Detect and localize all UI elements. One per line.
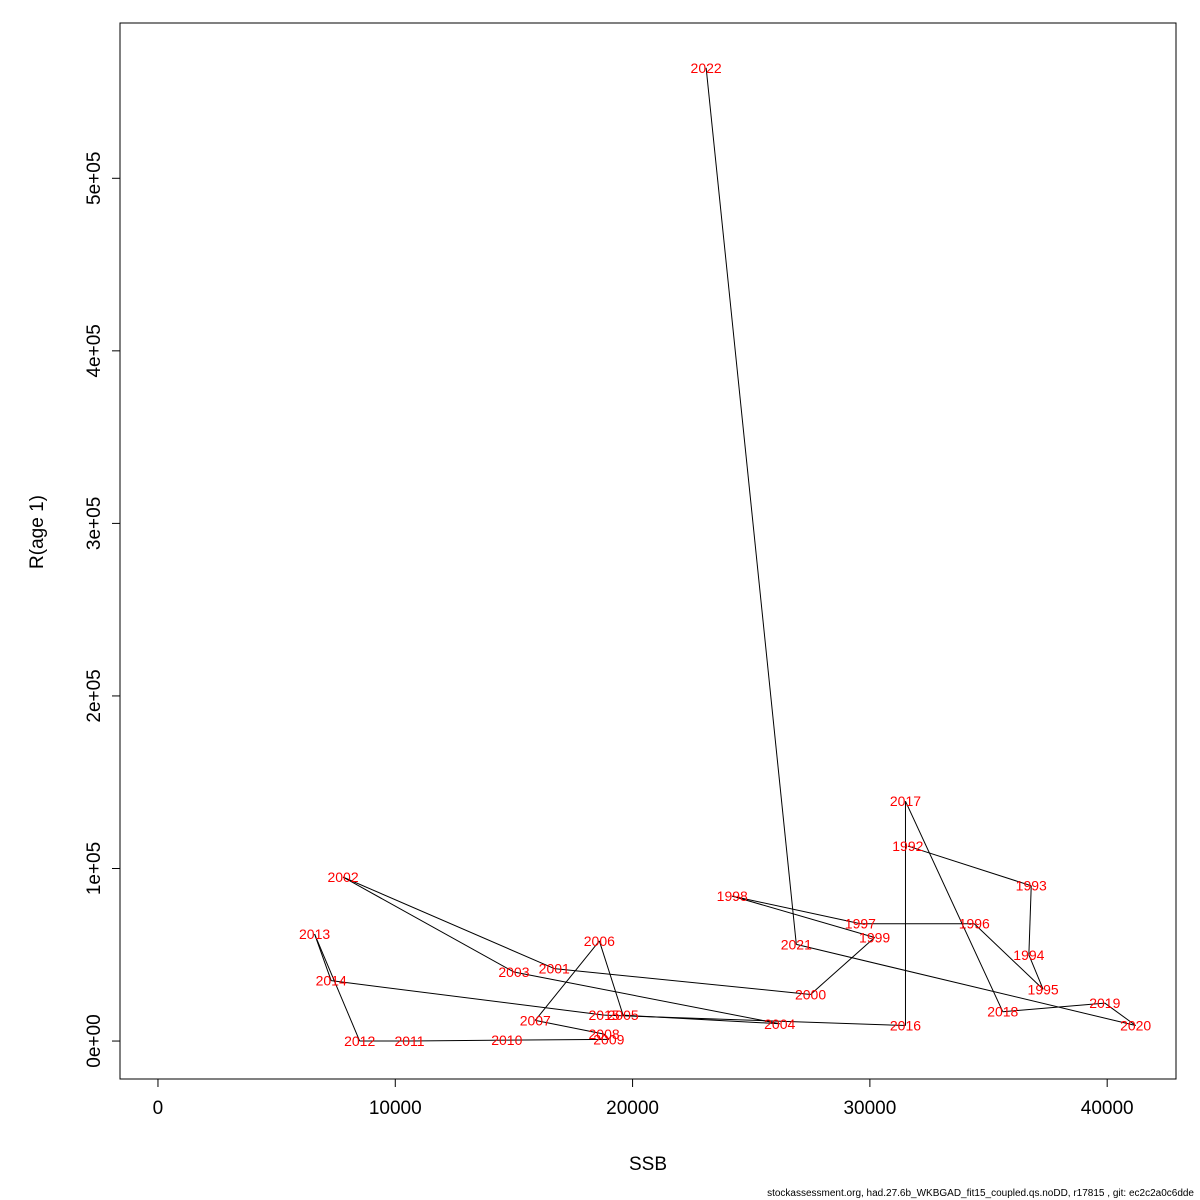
year-label: 2006: [584, 933, 615, 949]
x-tick-label: 10000: [369, 1098, 422, 1119]
series-segment: [1104, 1002, 1136, 1026]
year-label: 1992: [892, 838, 923, 854]
year-label: 1996: [959, 916, 990, 932]
year-label: 2015: [589, 1007, 620, 1023]
y-tick-label: 1e+05: [84, 842, 105, 895]
x-tick-label: 30000: [843, 1098, 896, 1119]
series-segment: [905, 800, 1004, 1012]
x-tick-label: 0: [153, 1098, 164, 1119]
series-segment: [1028, 954, 1044, 990]
series-segment: [314, 933, 361, 1042]
year-label: 2016: [890, 1018, 921, 1034]
series-segment: [732, 895, 861, 925]
x-tick-label: 20000: [606, 1098, 659, 1119]
series-segment: [342, 876, 555, 970]
year-label: 1994: [1013, 947, 1044, 963]
year-label: 2002: [327, 869, 358, 885]
series-segment: [506, 1038, 609, 1041]
series-segment: [554, 968, 811, 995]
y-tick-label: 5e+05: [84, 152, 105, 205]
series-line-group: [314, 67, 1136, 1042]
series-segment: [409, 1039, 507, 1042]
year-label: 2008: [589, 1026, 620, 1042]
series-segment: [705, 67, 797, 945]
year-label: 2005: [608, 1007, 639, 1023]
series-segment: [331, 980, 605, 1016]
year-labels-group: 1992 1993 1994 1995 1996 1997 1998 1999 2000 2001…: [299, 60, 1151, 1049]
year-label: 2010: [491, 1032, 522, 1048]
year-label: 2011: [394, 1033, 424, 1049]
year-label: 2017: [890, 793, 921, 809]
series-segment: [732, 895, 875, 938]
y-tick-label: 4e+05: [84, 324, 105, 377]
year-label: 2012: [344, 1033, 375, 1049]
year-label: 2022: [691, 60, 722, 76]
y-tick-label: 2e+05: [84, 669, 105, 722]
series-segment: [534, 940, 600, 1021]
x-axis-label: SSB: [629, 1154, 667, 1175]
series-segment: [604, 1014, 906, 1027]
series-segment: [598, 940, 624, 1016]
series-segment: [907, 845, 1032, 887]
year-label: 2019: [1089, 995, 1120, 1011]
series-segment: [973, 923, 1044, 990]
series-segment: [314, 933, 332, 981]
series-segment: [1002, 1002, 1105, 1013]
series-segment: [1028, 885, 1032, 955]
year-label: 2004: [764, 1016, 795, 1032]
x-axis: 0 10000 20000 30000 40000: [153, 1078, 1134, 1119]
year-label: 2007: [520, 1012, 551, 1028]
year-label: 2000: [795, 986, 826, 1002]
year-label: 2021: [781, 936, 812, 952]
year-label: 2013: [299, 926, 330, 942]
y-axis: 0e+00 1e+05 2e+05 3e+05 4e+05 5e+05: [84, 152, 121, 1068]
year-label: 2001: [539, 961, 570, 977]
y-axis-label: R(age 1): [27, 495, 48, 569]
year-label: 1997: [845, 916, 876, 932]
year-label: 2018: [987, 1004, 1018, 1020]
year-label: 1999: [859, 930, 890, 946]
series-segment: [796, 943, 1136, 1026]
footer-text: stockassessment.org, had.27.6b_WKBGAD_fi…: [767, 1188, 1194, 1199]
series-segment: [513, 971, 780, 1025]
series-segment: [342, 876, 515, 973]
year-label: 2009: [593, 1031, 624, 1047]
y-tick-label: 3e+05: [84, 497, 105, 550]
y-tick-label: 0e+00: [84, 1014, 105, 1067]
series-segment: [810, 937, 875, 995]
year-label: 2003: [498, 964, 529, 980]
year-label: 2014: [316, 973, 347, 989]
year-label: 1998: [717, 888, 748, 904]
series-segment: [535, 1019, 605, 1035]
plot-frame: [119, 22, 1177, 1080]
year-label: 2020: [1120, 1018, 1151, 1034]
year-label: 1995: [1028, 981, 1059, 997]
year-label: 1993: [1016, 878, 1047, 894]
series-segment: [603, 1033, 610, 1040]
x-tick-label: 40000: [1081, 1098, 1134, 1119]
